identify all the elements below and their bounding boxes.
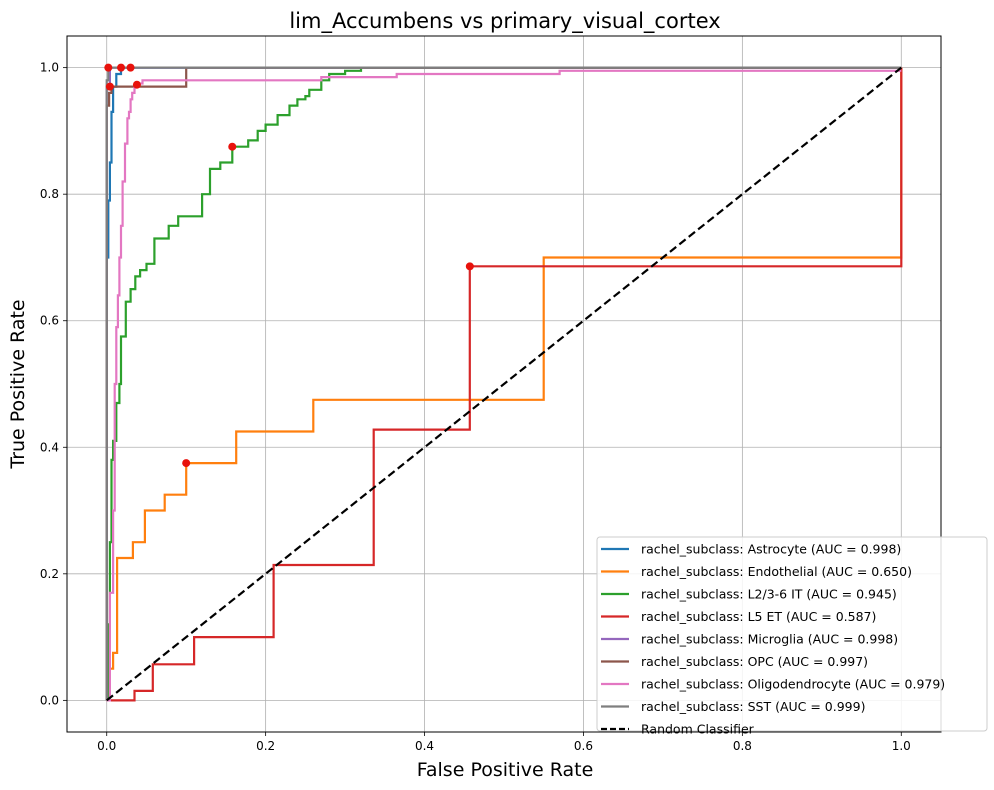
legend-label: rachel_subclass: L2/3-6 IT (AUC = 0.945) (641, 587, 897, 602)
y-tick-label: 0.6 (40, 314, 59, 328)
threshold-marker-8 (104, 63, 113, 72)
x-tick-label: 0.8 (733, 739, 752, 753)
threshold-marker-4 (465, 262, 474, 271)
x-tick-label: 0.2 (256, 739, 275, 753)
x-axis-label: False Positive Rate (417, 759, 594, 781)
legend: rachel_subclass: Astrocyte (AUC = 0.998)… (596, 536, 988, 737)
y-tick-label: 1.0 (40, 61, 59, 75)
roc-curve-8 (105, 66, 902, 701)
legend-label: rachel_subclass: Astrocyte (AUC = 0.998) (641, 542, 901, 557)
legend-box (596, 536, 988, 732)
y-tick-label: 0.8 (40, 187, 59, 201)
tick-layer: 0.0 0.2 0.4 0.6 0.8 1.0 0.0 0.2 0.4 0.6 0.8 1.0 (40, 61, 911, 753)
threshold-marker-2 (182, 459, 191, 468)
chart-title: lim_Accumbens vs primary_visual_cortex (289, 9, 720, 34)
x-tick-label: 0.6 (574, 739, 593, 753)
legend-label: rachel_subclass: SST (AUC = 0.999) (641, 699, 865, 714)
threshold-marker-5 (105, 82, 114, 91)
threshold-marker-7 (132, 80, 141, 89)
y-tick-label: 0.0 (40, 693, 59, 707)
legend-label: rachel_subclass: Endothelial (AUC = 0.65… (641, 564, 912, 579)
roc-curve-3 (106, 66, 902, 702)
series-layer (105, 66, 903, 702)
x-tick-label: 0.4 (415, 739, 434, 753)
grid (67, 36, 941, 732)
axes-frame (66, 35, 942, 733)
y-tick-label: 0.2 (40, 567, 59, 581)
threshold-marker-1 (117, 63, 126, 72)
threshold-marker-6 (126, 63, 135, 72)
legend-label: rachel_subclass: L5 ET (AUC = 0.587) (641, 609, 876, 624)
legend-label: Random Classifier (641, 722, 755, 737)
roc-curve-7 (106, 69, 902, 702)
marker-layer (104, 63, 474, 468)
legend-label: rachel_subclass: Oligodendrocyte (AUC = … (641, 677, 945, 692)
y-axis-label: True Positive Rate (7, 299, 29, 469)
random-classifier-line (106, 66, 902, 702)
y-tick-label: 0.4 (40, 440, 59, 454)
threshold-marker-3 (228, 142, 237, 151)
x-tick-label: 0.0 (97, 739, 116, 753)
x-tick-label: 1.0 (892, 739, 911, 753)
legend-label: rachel_subclass: Microglia (AUC = 0.998) (641, 632, 898, 647)
roc-curve-2 (106, 67, 903, 702)
legend-label: rachel_subclass: OPC (AUC = 0.997) (641, 654, 868, 669)
roc-curve-4 (106, 67, 903, 702)
